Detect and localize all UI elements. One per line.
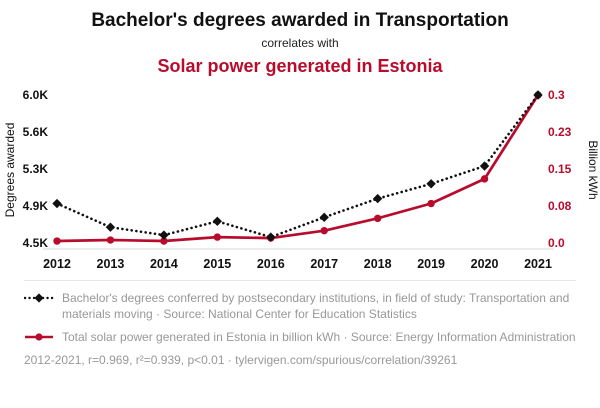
- dotted-diamond-series-icon: [24, 293, 54, 303]
- svg-text:2016: 2016: [257, 257, 285, 271]
- svg-text:4.5K: 4.5K: [23, 236, 49, 250]
- page-title: Bachelor's degrees awarded in Transporta…: [91, 10, 509, 31]
- left-axis-label: Degrees awarded: [3, 123, 17, 218]
- legend-label-solar: Total solar power generated in Estonia i…: [62, 330, 576, 344]
- correlates-with-text: correlates with: [261, 36, 339, 50]
- svg-text:0.15: 0.15: [548, 162, 572, 176]
- header: Bachelor's degrees awarded in Transporta…: [0, 0, 600, 78]
- chart-svg: Degrees awarded Billion kWh 4.5K 4.9K 5.3K…: [3, 88, 600, 271]
- svg-text:2012: 2012: [43, 257, 71, 271]
- svg-text:4.9K: 4.9K: [23, 199, 49, 213]
- svg-text:2014: 2014: [150, 257, 178, 271]
- svg-text:5.3K: 5.3K: [23, 162, 49, 176]
- svg-text:2018: 2018: [364, 257, 392, 271]
- svg-text:2020: 2020: [471, 257, 499, 271]
- solid-circle-series-icon: [25, 333, 53, 341]
- svg-text:0.3: 0.3: [548, 88, 565, 102]
- svg-text:2017: 2017: [310, 257, 338, 271]
- svg-text:0.23: 0.23: [548, 125, 572, 139]
- svg-text:2013: 2013: [97, 257, 125, 271]
- chart-area: Degrees awarded Billion kWh 4.5K 4.9K 5.3K…: [0, 80, 600, 276]
- secondary-title: Solar power generated in Estonia: [157, 56, 443, 76]
- legend-row-solar: Total solar power generated in Estonia i…: [24, 329, 576, 345]
- svg-text:0.0: 0.0: [548, 236, 565, 250]
- stats-and-source-text: 2012-2021, r=0.969, r²=0.939, p<0.01 · t…: [24, 353, 458, 367]
- svg-text:5.6K: 5.6K: [23, 125, 49, 139]
- svg-text:2019: 2019: [417, 257, 445, 271]
- svg-text:2021: 2021: [524, 257, 552, 271]
- svg-text:6.0K: 6.0K: [23, 88, 49, 102]
- legend-row-degrees: Bachelor's degrees conferred by postseco…: [24, 290, 576, 322]
- legend: Bachelor's degrees conferred by postseco…: [24, 280, 576, 368]
- svg-text:2015: 2015: [203, 257, 231, 271]
- right-axis-label: Billion kWh: [586, 140, 600, 199]
- svg-text:0.08: 0.08: [548, 199, 572, 213]
- legend-label-degrees: Bachelor's degrees conferred by postseco…: [62, 291, 570, 321]
